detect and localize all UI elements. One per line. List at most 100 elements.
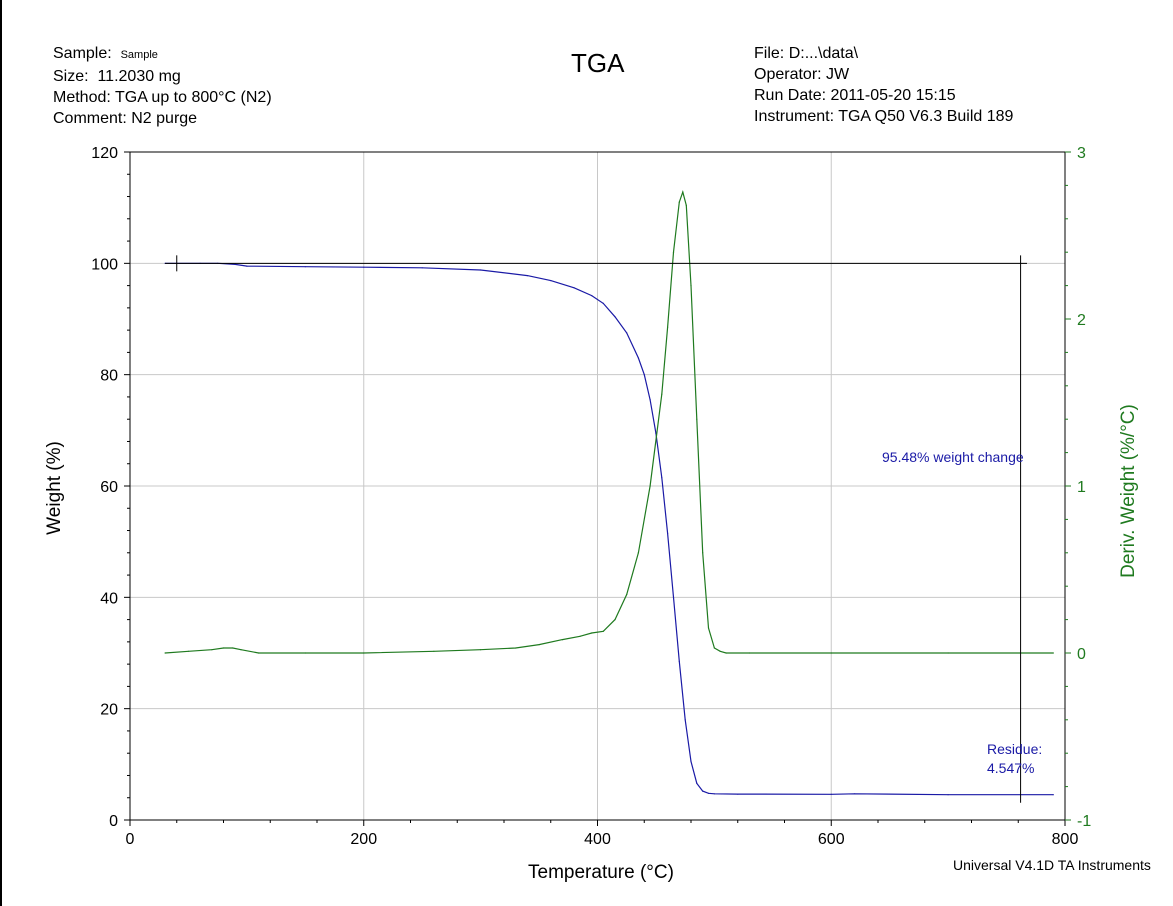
derivative-curve-point: [696, 418, 698, 420]
footer-version: Universal V4.1D TA Instruments: [953, 857, 1151, 873]
y-tick-label: 80: [100, 368, 118, 385]
file-label: File:: [754, 45, 785, 62]
run-date-value: 2011-05-20 15:15: [830, 87, 956, 104]
weight-curve-point: [702, 790, 704, 792]
grid: [130, 152, 1065, 820]
weight-curve-point: [1052, 794, 1054, 796]
y-tick-label: 40: [100, 590, 118, 607]
derivative-curve-point: [211, 649, 213, 651]
derivative-curve-point: [725, 652, 727, 654]
derivative-curve-point: [164, 652, 166, 654]
weight-curve-point: [573, 287, 575, 289]
weight-curve-point: [526, 275, 529, 277]
derivative-curve-point: [678, 201, 680, 203]
derivative-curve-point: [661, 393, 663, 395]
residue-label: Residue:: [987, 741, 1042, 757]
instrument-row: Instrument: TGA Q50 V6.3 Build 189: [754, 106, 1013, 127]
derivative-curve-point: [363, 652, 365, 654]
sample-row: Sample: Sample: [53, 43, 272, 66]
x-tick-label: 400: [584, 831, 611, 848]
derivative-curve-point: [690, 285, 692, 287]
run-date-label: Run Date:: [754, 87, 827, 104]
size-value: 11.2030 mg: [97, 68, 181, 85]
derivative-curve-point: [649, 485, 651, 487]
weight-change-annotation: 95.48% weight change: [882, 449, 1024, 465]
derivative-curve-point: [1052, 652, 1054, 654]
size-row: Size: 11.2030 mg: [53, 66, 272, 87]
derivative-curve-point: [480, 649, 482, 651]
weight-curve-point: [626, 332, 628, 334]
y2-tick-label: 3: [1077, 145, 1086, 162]
x-axis-label: Temperature (°C): [528, 862, 674, 883]
y2-tick-label: 2: [1077, 312, 1086, 329]
weight-curve-point: [678, 660, 680, 663]
comment-label: Comment:: [53, 110, 127, 127]
weight-curve-point: [854, 793, 856, 795]
weight-curve-point: [707, 792, 710, 794]
x-tick-label: 200: [350, 831, 377, 848]
method-row: Method: TGA up to 800°C (N2): [53, 87, 272, 108]
derivative-curve-point: [232, 647, 234, 649]
derivative-curve-point: [602, 630, 604, 632]
weight-curve-point: [690, 760, 692, 763]
instrument-value: TGA Q50 V6.3 Build 189: [838, 108, 1014, 125]
weight-curve-point: [550, 280, 552, 282]
derivative-curve-point: [667, 326, 669, 328]
derivative-curve-point: [304, 652, 306, 654]
derivative-curve-point: [579, 635, 581, 637]
y2-tick-label: 1: [1077, 479, 1086, 496]
derivative-curve-point: [719, 650, 721, 652]
file-row: File: D:...\data\: [754, 43, 1013, 64]
derivative-curve-point: [515, 647, 517, 649]
file-value: D:...\data\: [788, 45, 859, 62]
run-date-row: Run Date: 2011-05-20 15:15: [754, 85, 1013, 106]
y-tick-label: 0: [109, 813, 118, 830]
y2-tick-label: 0: [1077, 646, 1086, 663]
y-tick-label: 100: [91, 256, 118, 273]
weight-curve-point: [246, 265, 248, 267]
run-info-left: Sample: Sample Size: 11.2030 mg Method: …: [53, 43, 272, 129]
instrument-label: Instrument:: [754, 108, 835, 125]
weight-curve-point: [830, 793, 832, 795]
derivative-curve-point: [187, 650, 189, 652]
derivative-curve-point: [561, 639, 564, 641]
weight-curve-point: [661, 477, 663, 479]
derivative-curve: [165, 190, 1054, 654]
derivative-curve-point: [682, 191, 684, 193]
weight-curve: [165, 262, 1054, 796]
derivative-curve-point: [258, 652, 260, 654]
y-axis-label: Weight (%): [44, 441, 65, 535]
y2-tick-label: -1: [1077, 813, 1091, 830]
weight-curve-point: [591, 295, 593, 297]
sample-value: Sample: [120, 49, 158, 61]
weight-curve-point: [602, 302, 604, 304]
y-tick-label: 60: [100, 479, 118, 496]
weight-curve-point: [304, 266, 306, 268]
run-info-right: File: D:...\data\ Operator: JW Run Date:…: [754, 43, 1013, 127]
size-label: Size:: [53, 68, 89, 85]
comment-row: Comment: N2 purge: [53, 108, 272, 129]
weight-curve-point: [234, 263, 236, 265]
derivative-curve-point: [685, 204, 687, 206]
axis-ticks: 0 200 400 600 800 0 20 40 60 80 100 120 -1 0 1 2 3: [91, 145, 1091, 848]
weight-curve-point: [684, 719, 686, 721]
y-tick-label: 120: [91, 145, 118, 162]
operator-value: JW: [826, 66, 850, 83]
derivative-curve-point: [707, 627, 710, 629]
weight-curve-point: [421, 267, 423, 269]
sample-label: Sample:: [53, 45, 112, 62]
annotations: [165, 255, 1027, 803]
derivative-curve-point: [672, 251, 675, 253]
weight-curve-point: [713, 793, 716, 795]
derivative-curve-point: [222, 647, 225, 649]
weight-curve-point: [672, 596, 675, 598]
weight-curve-point: [947, 794, 949, 796]
derivative-curve-point: [637, 552, 640, 554]
operator-label: Operator:: [754, 66, 822, 83]
window-border: [0, 0, 2, 906]
x-tick-label: 800: [1052, 831, 1079, 848]
derivative-curve-point: [591, 632, 593, 634]
weight-curve-point: [643, 374, 645, 376]
derivative-curve-point: [830, 652, 832, 654]
derivative-curve-point: [433, 650, 435, 652]
